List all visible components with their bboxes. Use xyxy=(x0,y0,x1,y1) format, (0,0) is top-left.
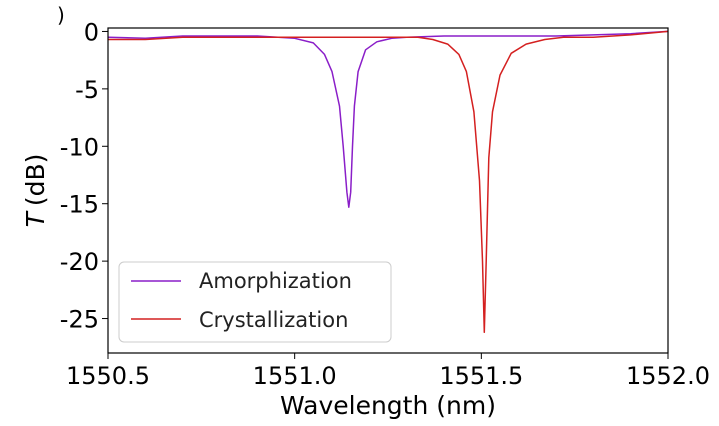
series-line-amorphization xyxy=(107,30,669,208)
y-tick-label: -10 xyxy=(60,133,99,161)
panel-label-fragment: ) xyxy=(57,3,65,27)
legend-label-crystallization: Crystallization xyxy=(199,308,348,332)
x-tick-label: 1551.0 xyxy=(253,362,337,390)
y-tick-label: -20 xyxy=(60,248,99,276)
y-tick-label: -25 xyxy=(60,306,99,334)
x-axis: 1550.5 1551.0 1551.5 1552.0 xyxy=(66,353,710,390)
y-tick-label: -5 xyxy=(75,76,99,104)
series-line-crystallization xyxy=(108,30,669,334)
y-tick-label: 0 xyxy=(84,18,99,46)
plot-frame xyxy=(107,27,669,354)
x-axis-title: Wavelength (nm) xyxy=(280,391,496,420)
x-tick-label: 1551.5 xyxy=(439,362,523,390)
series-group xyxy=(107,30,669,334)
legend: Amorphization Crystallization xyxy=(118,261,392,343)
x-tick-label: 1550.5 xyxy=(66,362,150,390)
legend-label-amorphization: Amorphization xyxy=(199,269,352,293)
y-axis-unit: (dB) xyxy=(21,154,50,207)
y-axis-title: T (dB) xyxy=(21,154,50,228)
y-axis-symbol: T xyxy=(21,210,50,227)
y-axis: 0 -5 -10 -15 -20 -25 xyxy=(60,18,108,334)
x-tick-label: 1552.0 xyxy=(626,362,710,390)
legend-box xyxy=(118,261,392,343)
y-tick-label: -15 xyxy=(60,191,99,219)
